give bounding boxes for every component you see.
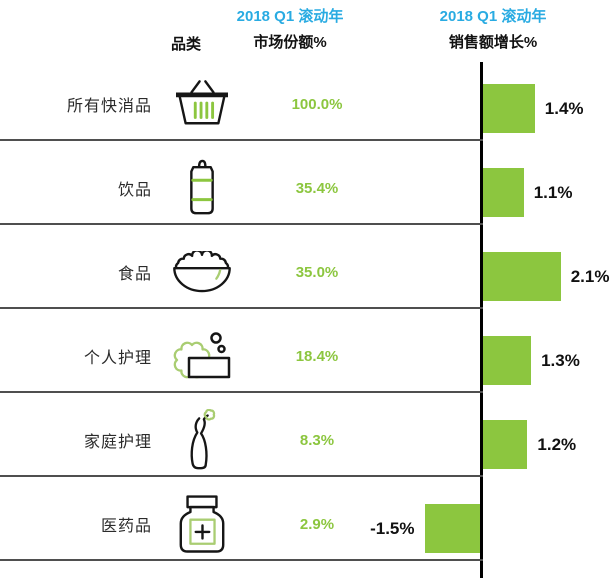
table-row: 饮品 35.4% 1.1% xyxy=(0,141,614,225)
market-share-value: 2.9% xyxy=(299,515,335,533)
category-label: 所有快消品 xyxy=(66,98,152,115)
growth-bar xyxy=(483,420,528,469)
rice-bowl-icon xyxy=(152,230,252,314)
growth-bar-zone: 1.3% xyxy=(0,309,614,393)
column-header-share: 2018 Q1 滚动年 市场份额% xyxy=(210,7,370,53)
growth-value: 1.1% xyxy=(533,183,573,202)
growth-value: 1.3% xyxy=(541,351,580,370)
table-row: 家庭护理 8.3% 1.2% xyxy=(0,393,614,477)
growth-value: 1.4% xyxy=(544,99,584,118)
shopping-basket-icon xyxy=(152,62,252,146)
growth-bar xyxy=(483,168,524,217)
growth-value: -1.5% xyxy=(370,519,415,538)
growth-value: 2.1% xyxy=(570,267,610,286)
column-header-growth: 2018 Q1 滚动年 销售额增长% xyxy=(413,7,573,53)
growth-bar-zone: -1.5% xyxy=(0,477,614,561)
market-share-value: 35.4% xyxy=(295,179,339,197)
growth-period-label: 2018 Q1 滚动年 xyxy=(439,8,547,25)
category-label: 医药品 xyxy=(100,518,152,535)
category-label: 饮品 xyxy=(117,182,152,199)
category-label: 个人护理 xyxy=(83,350,152,367)
share-metric-label: 市场份额% xyxy=(253,34,327,51)
table-row: 食品 35.0% 2.1% xyxy=(0,225,614,309)
growth-bar xyxy=(483,252,561,301)
detergent-bottle-icon xyxy=(152,398,252,482)
market-share-value: 8.3% xyxy=(299,431,335,449)
growth-bar xyxy=(483,336,532,385)
growth-bar xyxy=(483,84,535,133)
growth-value: 1.2% xyxy=(537,435,577,454)
table-row: 个人护理 18.4% 1.3% xyxy=(0,309,614,393)
medicine-jar-icon xyxy=(152,482,252,566)
chart-header: 品类 2018 Q1 滚动年 市场份额% 2018 Q1 滚动年 销售额增长% xyxy=(0,0,614,57)
table-row: 所有快消品 100.0% 1.4% xyxy=(0,57,614,141)
share-period-label: 2018 Q1 滚动年 xyxy=(236,8,344,25)
growth-metric-label: 销售额增长% xyxy=(448,34,538,51)
category-label: 家庭护理 xyxy=(83,434,152,451)
growth-bar-zone: 1.1% xyxy=(0,141,614,225)
market-share-value: 100.0% xyxy=(291,95,343,113)
category-label: 食品 xyxy=(117,266,152,283)
zero-baseline-axis xyxy=(480,62,483,578)
growth-bar-zone: 1.2% xyxy=(0,393,614,477)
market-share-value: 18.4% xyxy=(295,347,339,365)
growth-bar-zone: 2.1% xyxy=(0,225,614,309)
soap-icon xyxy=(152,314,252,398)
beverage-can-icon xyxy=(152,146,252,230)
growth-bar-zone: 1.4% xyxy=(0,57,614,141)
growth-bar xyxy=(424,504,480,553)
market-share-value: 35.0% xyxy=(295,263,339,281)
table-row: 医药品 2.9% -1.5% xyxy=(0,477,614,561)
chart-body: 所有快消品 100.0% 1.4% 饮品 xyxy=(0,57,614,581)
column-header-category: 品类 xyxy=(170,36,201,53)
